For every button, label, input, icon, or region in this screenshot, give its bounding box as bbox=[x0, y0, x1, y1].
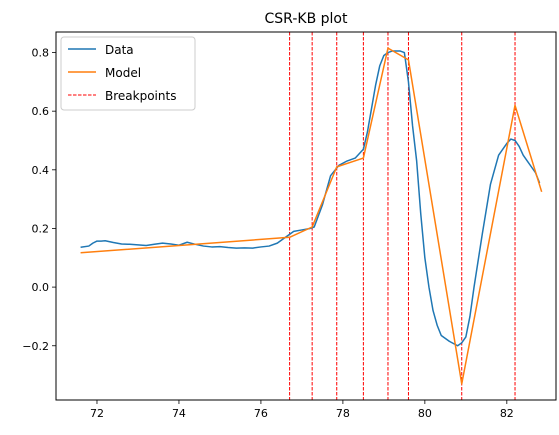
x-tick-label: 72 bbox=[90, 407, 104, 420]
y-tick-label: 0.8 bbox=[32, 47, 50, 60]
x-axis: 72 74 76 78 80 82 bbox=[90, 400, 514, 420]
y-tick-label: 0.4 bbox=[32, 164, 50, 177]
x-tick-label: 74 bbox=[172, 407, 186, 420]
series-line-model bbox=[80, 47, 543, 385]
y-tick-label: 0.2 bbox=[32, 222, 50, 235]
legend-frame bbox=[60, 36, 196, 111]
x-tick-label: 82 bbox=[500, 407, 514, 420]
y-tick-label: −0.2 bbox=[22, 340, 49, 353]
chart-title: CSR-KB plot bbox=[265, 11, 348, 27]
x-tick-label: 80 bbox=[418, 407, 432, 420]
y-tick-label: 0.6 bbox=[32, 105, 50, 118]
plot-frame bbox=[55, 31, 557, 401]
plot-area bbox=[80, 32, 543, 400]
legend-label-breakpoints: Breakpoints bbox=[105, 89, 176, 103]
legend-label-model: Model bbox=[105, 66, 141, 80]
legend-label-data: Data bbox=[105, 43, 134, 57]
y-tick-label: 0.0 bbox=[32, 281, 50, 294]
y-axis: −0.2 0.0 0.2 0.4 0.6 0.8 bbox=[22, 47, 56, 353]
series-line-data bbox=[80, 50, 541, 347]
x-tick-label: 76 bbox=[254, 407, 268, 420]
x-tick-label: 78 bbox=[336, 407, 350, 420]
legend: Data Model Breakpoints bbox=[60, 36, 196, 111]
